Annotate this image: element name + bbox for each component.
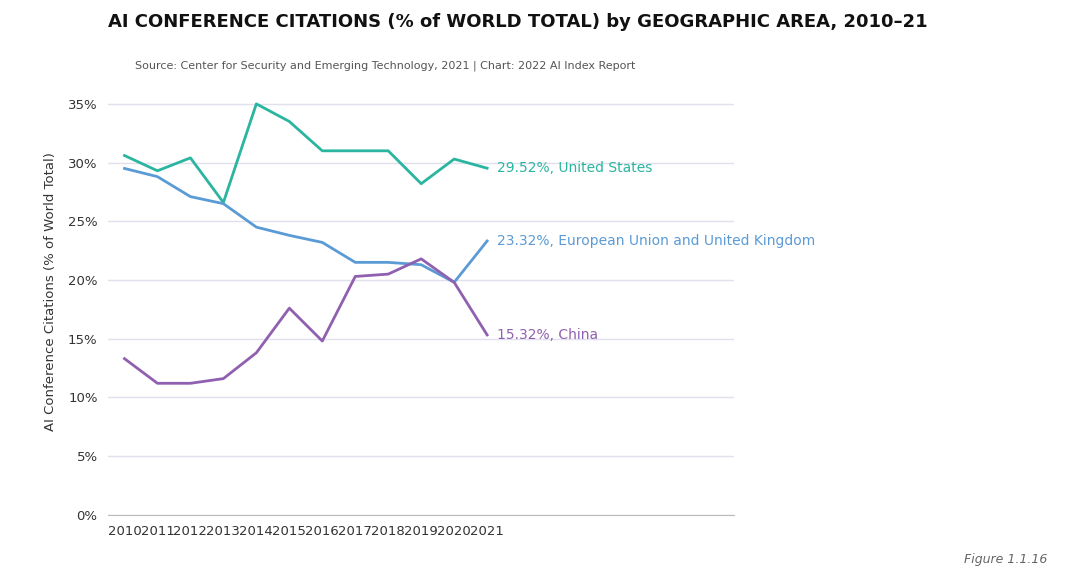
Y-axis label: AI Conference Citations (% of World Total): AI Conference Citations (% of World Tota… <box>44 152 57 431</box>
Text: 15.32%, China: 15.32%, China <box>497 328 598 342</box>
Text: 23.32%, European Union and United Kingdom: 23.32%, European Union and United Kingdo… <box>497 234 815 248</box>
Text: Source: Center for Security and Emerging Technology, 2021 | Chart: 2022 AI Index: Source: Center for Security and Emerging… <box>135 60 635 70</box>
Text: AI CONFERENCE CITATIONS (% of WORLD TOTAL) by GEOGRAPHIC AREA, 2010–21: AI CONFERENCE CITATIONS (% of WORLD TOTA… <box>108 13 928 31</box>
Text: 29.52%, United States: 29.52%, United States <box>497 161 652 175</box>
Text: Figure 1.1.16: Figure 1.1.16 <box>964 553 1048 566</box>
